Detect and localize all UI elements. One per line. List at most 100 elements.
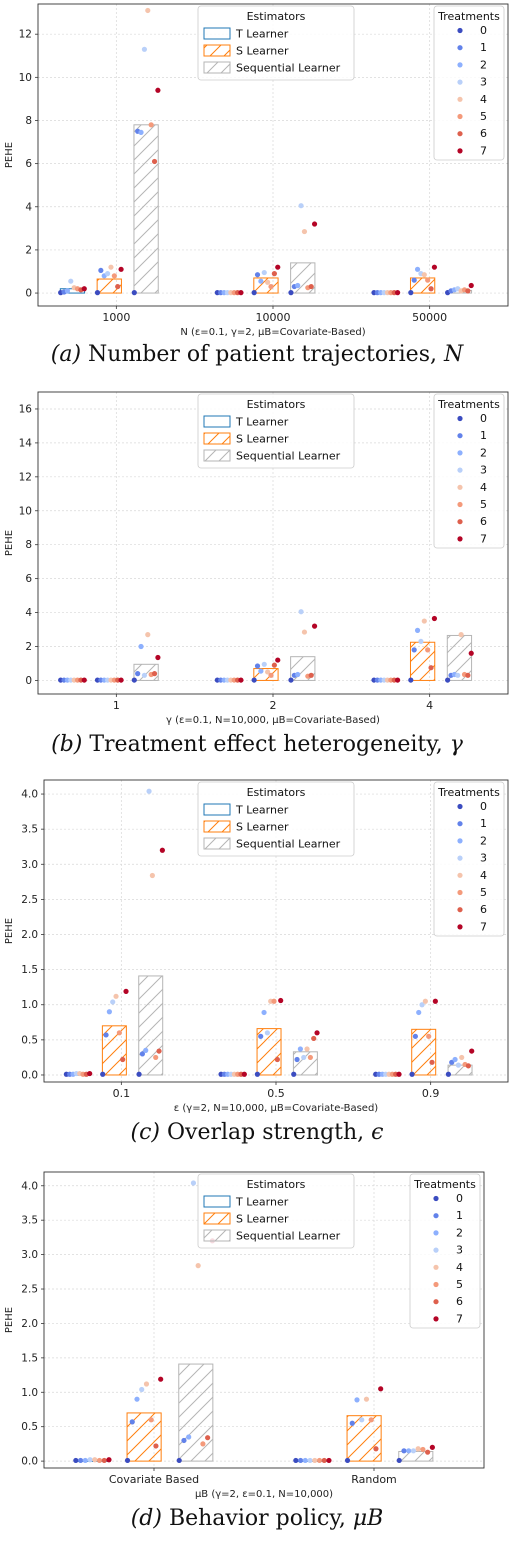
y-tick-label: 0: [25, 675, 32, 687]
treatment-point: [129, 1419, 135, 1425]
treatment-point: [465, 672, 471, 678]
legend-treatments-box: [433, 781, 505, 937]
x-axis-label: ε (γ=2, N=10,000, μB=Covariate-Based): [174, 1103, 378, 1114]
treatment-point: [274, 1056, 280, 1063]
plot-frame: [43, 1171, 485, 1469]
treatment-point: [159, 847, 165, 853]
panel-d: 0.0 0.5 1.0 1.5 2.0 2.5 3.0 3.5 4.0 Covariate Bas…: [0, 1162, 514, 1542]
treatment-point: [153, 1443, 159, 1449]
legend-treatment-marker: [433, 1316, 439, 1322]
treatment-point: [445, 1071, 451, 1077]
legend-estimators-title: Estimators: [247, 1178, 306, 1191]
y-axis-label: PEHE: [4, 142, 15, 168]
treatment-point: [195, 1263, 201, 1269]
legend-treatment-label: 2: [456, 1226, 463, 1239]
caption-b-prefix: (b): [51, 732, 90, 757]
legend-treatment-label: 0: [480, 800, 487, 813]
y-tick-label: 2.0: [21, 929, 38, 941]
treatment-point: [265, 669, 271, 675]
legend-treatment-marker: [457, 872, 463, 878]
legend-estimator-swatch: [203, 1212, 231, 1225]
y-tick-label: 2.5: [21, 894, 38, 906]
treatment-point: [264, 1030, 270, 1036]
legend-estimator-swatch: [203, 415, 231, 428]
treatment-point: [271, 998, 277, 1004]
legend-treatment-label: 5: [480, 110, 487, 123]
y-tick-label: 3.0: [21, 859, 38, 871]
treatment-point: [87, 1457, 93, 1463]
treatment-point: [408, 290, 414, 296]
x-tick-label: Random: [351, 1473, 397, 1486]
legend-estimators-box: [197, 5, 355, 81]
treatment-point: [368, 1417, 374, 1423]
treatment-point: [73, 1457, 79, 1464]
legend-treatment-label: 7: [480, 144, 487, 157]
y-tick-label: 1.0: [21, 999, 38, 1011]
treatment-point: [138, 129, 144, 135]
legend-treatments-title: Treatments: [413, 1178, 476, 1191]
x-axis-label: N (ε=0.1, γ=2, μB=Covariate-Based): [180, 327, 365, 338]
treatment-point: [326, 1457, 332, 1464]
treatment-point: [200, 1441, 206, 1447]
legend-treatments-box: [433, 5, 505, 161]
treatment-point: [261, 661, 267, 667]
legend-treatment-marker: [457, 62, 463, 68]
legend-estimator-swatch: [203, 837, 231, 850]
caption-a-text: Number of patient trajectories,: [88, 342, 444, 367]
legend-treatment-marker: [457, 924, 463, 930]
treatment-point: [151, 158, 158, 165]
treatment-point: [307, 1054, 313, 1061]
bar-s-learner: [256, 1028, 282, 1076]
treatment-point: [131, 677, 137, 683]
treatment-point: [363, 1396, 370, 1402]
treatment-point: [111, 273, 117, 279]
legend-estimator-label: Sequential Learner: [236, 838, 341, 851]
legend-estimators: Estimators T Learner S Learner Sequential L…: [197, 393, 355, 469]
treatment-point: [115, 283, 121, 290]
legend-treatment-label: 1: [456, 1209, 463, 1222]
y-tick-label: 1.5: [21, 1352, 38, 1364]
treatment-point: [307, 1457, 313, 1464]
y-tick-label: 8: [25, 115, 32, 127]
legend-treatment-label: 3: [480, 464, 487, 477]
legend-treatment-marker: [457, 536, 463, 542]
treatment-point: [425, 1449, 431, 1455]
treatment-point: [297, 1457, 304, 1464]
caption-c-prefix: (c): [130, 1120, 167, 1145]
treatment-point: [98, 267, 104, 274]
treatment-point: [81, 286, 87, 292]
treatment-point: [82, 1457, 88, 1464]
legend-treatments-title: Treatments: [437, 786, 500, 799]
caption-a-prefix: (a): [50, 342, 89, 367]
caption-a: (a) Number of patient trajectories, N: [0, 342, 514, 367]
legend-treatment-label: 2: [480, 446, 487, 459]
legend-estimators: Estimators T Learner S Learner Sequential L…: [197, 1173, 355, 1249]
legend-treatment-marker: [457, 45, 463, 51]
treatment-point: [123, 988, 129, 994]
treatment-point: [64, 288, 71, 294]
treatment-point: [124, 1457, 131, 1464]
treatment-point: [108, 264, 114, 270]
y-axis-label: PEHE: [4, 1307, 15, 1333]
treatment-point: [396, 1457, 402, 1464]
treatment-point: [455, 672, 461, 678]
treatment-point: [77, 1457, 84, 1464]
treatment-point: [452, 1056, 458, 1063]
caption-c-text: Overlap strength,: [167, 1120, 372, 1145]
x-tick-label: 4: [426, 699, 433, 712]
treatment-point: [100, 1071, 106, 1077]
legend-treatment-marker: [457, 96, 463, 102]
legend-estimators-title: Estimators: [247, 398, 306, 411]
treatment-point: [190, 1180, 197, 1186]
treatment-point: [118, 677, 124, 683]
y-tick-label: 2.0: [21, 1318, 38, 1330]
treatment-point: [429, 1059, 435, 1065]
legend-estimator-swatch: [203, 432, 231, 445]
legend-treatment-label: 6: [480, 127, 487, 140]
treatment-point: [316, 1457, 323, 1464]
y-tick-label: 4.0: [21, 1180, 38, 1192]
treatment-point: [110, 999, 116, 1005]
treatment-point: [176, 1457, 182, 1464]
